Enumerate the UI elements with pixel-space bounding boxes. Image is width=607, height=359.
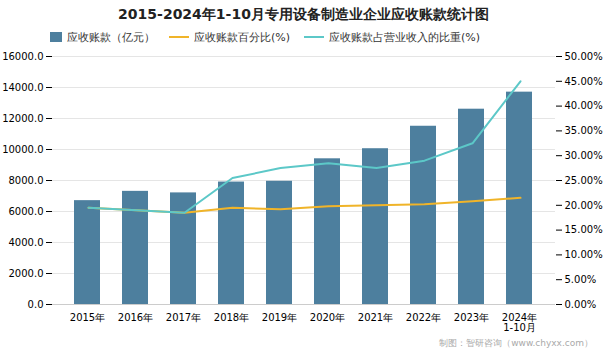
svg-text:2018年: 2018年 [214,312,249,323]
html-text:2015-2024年1-10月专用设备制造业企业应收账款统计: 2015-2024年1-10月专用设备制造业企业应收账款统计图 [118,6,489,22]
svg-text:25.00%: 25.00% [565,175,603,186]
svg-text:8000.0: 8000.0 [9,175,44,186]
svg-text:0.00%: 0.00% [565,299,597,310]
svg-text:50.00%: 50.00% [565,51,603,62]
svg-text:2015年: 2015年 [70,312,105,323]
html-text:应收账款占营业收入的比重(%): 应收账款占营业收入的比重(%) [329,30,481,44]
svg-text:30.00%: 30.00% [565,150,603,161]
html-text:应收账款（亿元）: 应收账款（亿元） [67,30,155,44]
svg-text:6000.0: 6000.0 [9,206,44,217]
svg-text:14000.0: 14000.0 [2,82,43,93]
svg-text:12000.0: 12000.0 [2,113,43,124]
svg-text:2024年1-10月: 2024年1-10月 [502,312,537,333]
svg-text:20.00%: 20.00% [565,200,603,211]
svg-text:4000.0: 4000.0 [9,237,44,248]
svg-text:0.0: 0.0 [28,299,44,310]
svg-text:2000.0: 2000.0 [9,268,44,279]
svg-text:2021年: 2021年 [358,312,393,323]
svg-text:16000.0: 16000.0 [2,51,43,62]
html-text:应收账款百分比(%): 应收账款百分比(%) [194,30,290,44]
svg-text:45.00%: 45.00% [565,76,603,87]
svg-text:2023年: 2023年 [454,312,489,323]
svg-text:35.00%: 35.00% [565,125,603,136]
svg-text:2022年: 2022年 [406,312,441,323]
svg-text:2020年: 2020年 [310,312,345,323]
svg-text:10000.0: 10000.0 [2,144,43,155]
svg-text:40.00%: 40.00% [565,100,603,111]
svg-text:2016年: 2016年 [118,312,153,323]
html-text:制图：智研咨询（www.chyxx.com）: 制图：智研咨询（www.chyxx.com） [439,338,593,348]
svg-text:10.00%: 10.00% [565,249,603,260]
svg-text:2017年: 2017年 [166,312,201,323]
svg-text:15.00%: 15.00% [565,224,603,235]
svg-text:5.00%: 5.00% [565,274,597,285]
svg-text:2019年: 2019年 [262,312,297,323]
